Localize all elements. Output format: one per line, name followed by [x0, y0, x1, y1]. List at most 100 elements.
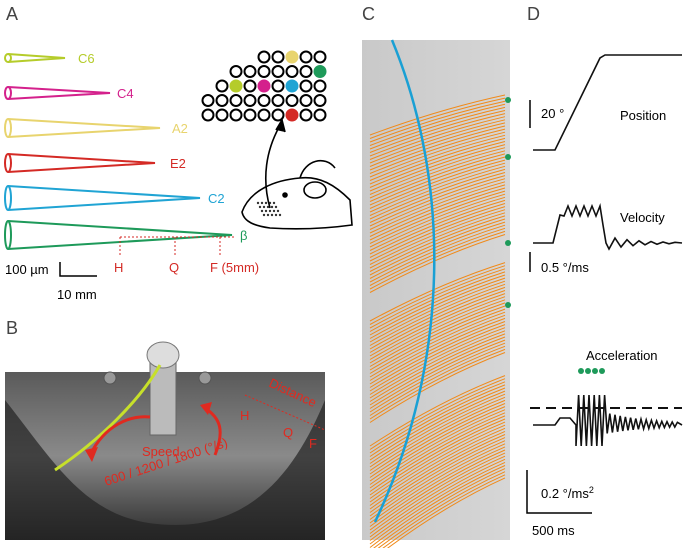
pad-dot	[258, 205, 262, 209]
trace	[369, 378, 506, 450]
speed-label: Speed	[142, 444, 180, 459]
whisker-label: C6	[78, 51, 95, 66]
trace	[369, 159, 506, 209]
whisker-base	[4, 86, 12, 100]
whisker-label: C2	[208, 191, 225, 206]
pad-circle	[271, 108, 285, 122]
trace	[369, 234, 506, 293]
whisker-label: β	[240, 228, 247, 243]
pad-circle	[271, 65, 285, 78]
trace	[369, 393, 506, 468]
panel-label: A	[6, 4, 18, 24]
trace	[369, 131, 506, 178]
distance-mark: F (5mm)	[210, 260, 259, 275]
trace	[369, 206, 506, 262]
trace	[369, 293, 506, 357]
whisker-shape	[7, 185, 201, 211]
trace	[369, 113, 506, 157]
trace	[369, 187, 506, 241]
trace	[369, 461, 506, 545]
pad-circle	[257, 108, 271, 122]
trace	[369, 128, 506, 174]
trace	[369, 286, 506, 350]
trace	[369, 305, 506, 371]
whisker-shape	[7, 153, 156, 173]
pad-circle	[285, 94, 299, 107]
trace	[369, 277, 506, 339]
trace	[369, 106, 506, 150]
trace	[369, 314, 506, 381]
trace	[369, 137, 506, 185]
pad-circle	[271, 50, 285, 64]
trace	[382, 474, 506, 548]
traces	[533, 54, 683, 447]
trace	[369, 147, 506, 195]
whisker-base	[4, 153, 12, 173]
trace	[369, 230, 506, 290]
scale-text: 0.2 °/ms	[541, 486, 589, 501]
pad-circle	[313, 79, 327, 93]
distance-mark: Q	[283, 425, 293, 440]
trace	[369, 311, 506, 378]
trace	[369, 449, 506, 531]
trace	[369, 209, 506, 265]
trace	[369, 144, 506, 192]
trace	[369, 94, 506, 136]
trace	[369, 116, 506, 160]
pad-dot	[256, 201, 260, 205]
markers	[505, 97, 511, 308]
trace	[369, 440, 506, 520]
whisker-label: C4	[117, 86, 134, 101]
pad-circle	[243, 65, 257, 78]
whisker-base	[4, 220, 12, 250]
trace	[369, 156, 506, 206]
trace	[369, 125, 506, 171]
pad-circle	[257, 94, 271, 107]
pad-dot	[278, 213, 282, 217]
pad-circle	[285, 65, 299, 78]
trace	[369, 308, 506, 374]
pad-circle	[229, 108, 243, 122]
trace	[387, 477, 506, 548]
scale-exponent: 2	[589, 485, 594, 495]
whisker-base	[4, 118, 12, 138]
pad-circle	[285, 108, 299, 122]
trace-title: Position	[620, 108, 666, 123]
panel-label: C	[362, 4, 375, 24]
trace-title: Velocity	[620, 210, 665, 225]
trace	[369, 302, 506, 367]
pad-circle	[299, 108, 313, 122]
trace	[369, 262, 506, 322]
trace	[369, 384, 506, 457]
trace	[369, 134, 506, 181]
pad-circle	[215, 79, 229, 93]
pad-circle	[299, 65, 313, 78]
trace	[369, 375, 506, 447]
pad-dot	[270, 205, 274, 209]
rod-top	[146, 341, 180, 369]
trace	[369, 193, 506, 248]
trace	[369, 387, 506, 461]
trace	[369, 283, 506, 346]
trace	[369, 342, 506, 413]
whisker-arc	[373, 39, 436, 523]
whisker-shape	[7, 220, 233, 250]
whisker-base	[4, 53, 12, 63]
trace	[369, 218, 506, 276]
distance-mark: H	[240, 408, 249, 423]
scale-label: 20 °	[541, 106, 564, 121]
whisker-shape	[7, 86, 111, 100]
trace	[369, 190, 506, 244]
trace	[377, 471, 506, 548]
pad-dot	[266, 213, 270, 217]
pad-circle	[257, 65, 271, 78]
pad-dot	[262, 213, 266, 217]
pad-circle	[299, 94, 313, 107]
pad-circle	[243, 94, 257, 107]
pad-dot	[272, 201, 276, 205]
trace	[369, 299, 506, 364]
trace	[369, 274, 506, 336]
trace	[369, 406, 506, 482]
trace	[369, 418, 506, 496]
